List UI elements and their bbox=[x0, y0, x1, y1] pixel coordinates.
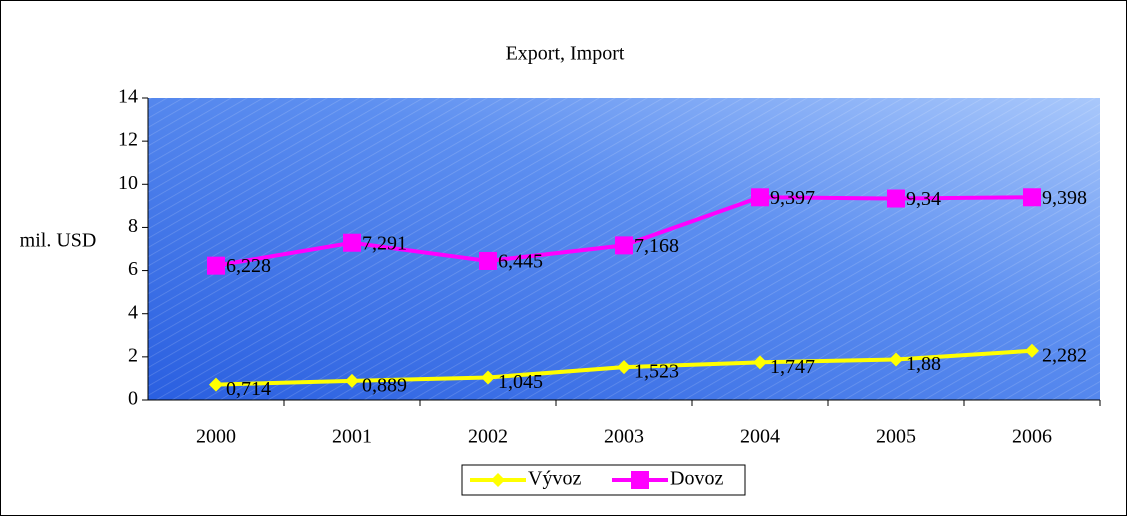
chart-title: Export, Import bbox=[506, 43, 625, 65]
y-tick-label: 0 bbox=[128, 388, 138, 410]
marker bbox=[615, 236, 633, 255]
marker bbox=[889, 352, 903, 367]
marker bbox=[345, 373, 359, 388]
y-axis-label: mil. USD bbox=[20, 230, 97, 252]
data-label: 9,398 bbox=[1042, 187, 1087, 209]
legend-marker bbox=[631, 471, 649, 489]
marker bbox=[617, 360, 631, 375]
data-label: 7,168 bbox=[634, 235, 679, 257]
data-label: 2,282 bbox=[1042, 344, 1087, 366]
marker bbox=[753, 355, 767, 370]
marker bbox=[751, 188, 769, 207]
data-label: 9,397 bbox=[770, 187, 815, 209]
legend-label: Dovoz bbox=[670, 468, 723, 490]
x-tick-label: 2001 bbox=[332, 426, 372, 448]
marker bbox=[1025, 343, 1039, 358]
y-tick-label: 12 bbox=[118, 129, 138, 151]
data-label: 1,045 bbox=[498, 371, 543, 393]
data-label: 1,88 bbox=[906, 353, 941, 375]
y-tick-label: 2 bbox=[128, 344, 138, 366]
legend-marker bbox=[491, 473, 505, 487]
x-tick-label: 2005 bbox=[876, 426, 916, 448]
y-tick-label: 8 bbox=[128, 215, 138, 237]
data-label: 1,523 bbox=[634, 361, 679, 383]
marker bbox=[207, 256, 225, 275]
y-tick-label: 10 bbox=[118, 172, 138, 194]
data-label: 6,445 bbox=[498, 251, 543, 273]
data-label: 0,714 bbox=[226, 378, 271, 400]
data-label: 0,889 bbox=[362, 374, 407, 396]
legend-box bbox=[461, 464, 746, 496]
x-tick-label: 2002 bbox=[468, 426, 508, 448]
x-tick-label: 2003 bbox=[604, 426, 644, 448]
x-tick-label: 2006 bbox=[1012, 426, 1052, 448]
x-tick-label: 2004 bbox=[740, 426, 780, 448]
marker bbox=[209, 377, 223, 392]
data-label: 9,34 bbox=[906, 188, 941, 210]
data-label: 1,747 bbox=[770, 356, 815, 378]
y-tick-label: 6 bbox=[128, 258, 138, 280]
marker bbox=[887, 189, 905, 208]
marker bbox=[481, 370, 495, 385]
marker bbox=[479, 251, 497, 270]
legend-label: Vývoz bbox=[528, 468, 581, 490]
data-label: 6,228 bbox=[226, 255, 271, 277]
y-tick-label: 14 bbox=[118, 86, 138, 108]
marker bbox=[343, 233, 361, 252]
x-tick-label: 2000 bbox=[196, 426, 236, 448]
y-tick-label: 4 bbox=[128, 301, 138, 323]
marker bbox=[1023, 188, 1041, 207]
data-label: 7,291 bbox=[362, 232, 407, 254]
